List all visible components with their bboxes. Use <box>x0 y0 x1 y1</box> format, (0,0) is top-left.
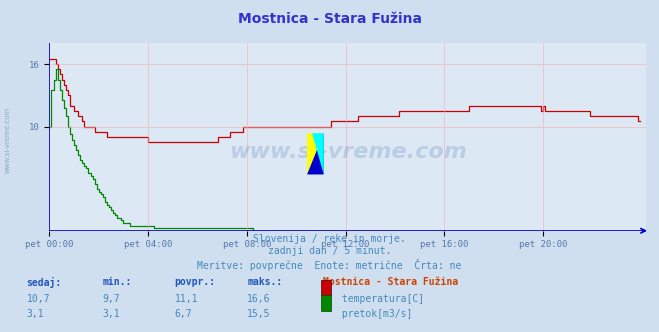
Text: 3,1: 3,1 <box>102 309 120 319</box>
Text: 16,6: 16,6 <box>247 294 271 304</box>
Text: Mostnica - Stara Fužina: Mostnica - Stara Fužina <box>237 12 422 26</box>
Text: Slovenija / reke in morje.: Slovenija / reke in morje. <box>253 234 406 244</box>
Text: min.:: min.: <box>102 277 132 287</box>
Polygon shape <box>312 133 324 175</box>
Text: Mostnica - Stara Fužina: Mostnica - Stara Fužina <box>323 277 458 287</box>
Text: povpr.:: povpr.: <box>175 277 215 287</box>
Text: maks.:: maks.: <box>247 277 282 287</box>
Text: Meritve: povprečne  Enote: metrične  Črta: ne: Meritve: povprečne Enote: metrične Črta:… <box>197 259 462 271</box>
Text: 3,1: 3,1 <box>26 309 44 319</box>
Polygon shape <box>307 133 324 175</box>
Text: 11,1: 11,1 <box>175 294 198 304</box>
Text: www.si-vreme.com: www.si-vreme.com <box>5 106 11 173</box>
Text: temperatura[C]: temperatura[C] <box>336 294 424 304</box>
Text: sedaj:: sedaj: <box>26 277 61 288</box>
Text: 9,7: 9,7 <box>102 294 120 304</box>
Text: 15,5: 15,5 <box>247 309 271 319</box>
Polygon shape <box>307 133 324 175</box>
Text: 10,7: 10,7 <box>26 294 50 304</box>
Text: zadnji dan / 5 minut.: zadnji dan / 5 minut. <box>268 246 391 256</box>
Text: www.si-vreme.com: www.si-vreme.com <box>229 142 467 162</box>
Text: pretok[m3/s]: pretok[m3/s] <box>336 309 413 319</box>
Text: 6,7: 6,7 <box>175 309 192 319</box>
